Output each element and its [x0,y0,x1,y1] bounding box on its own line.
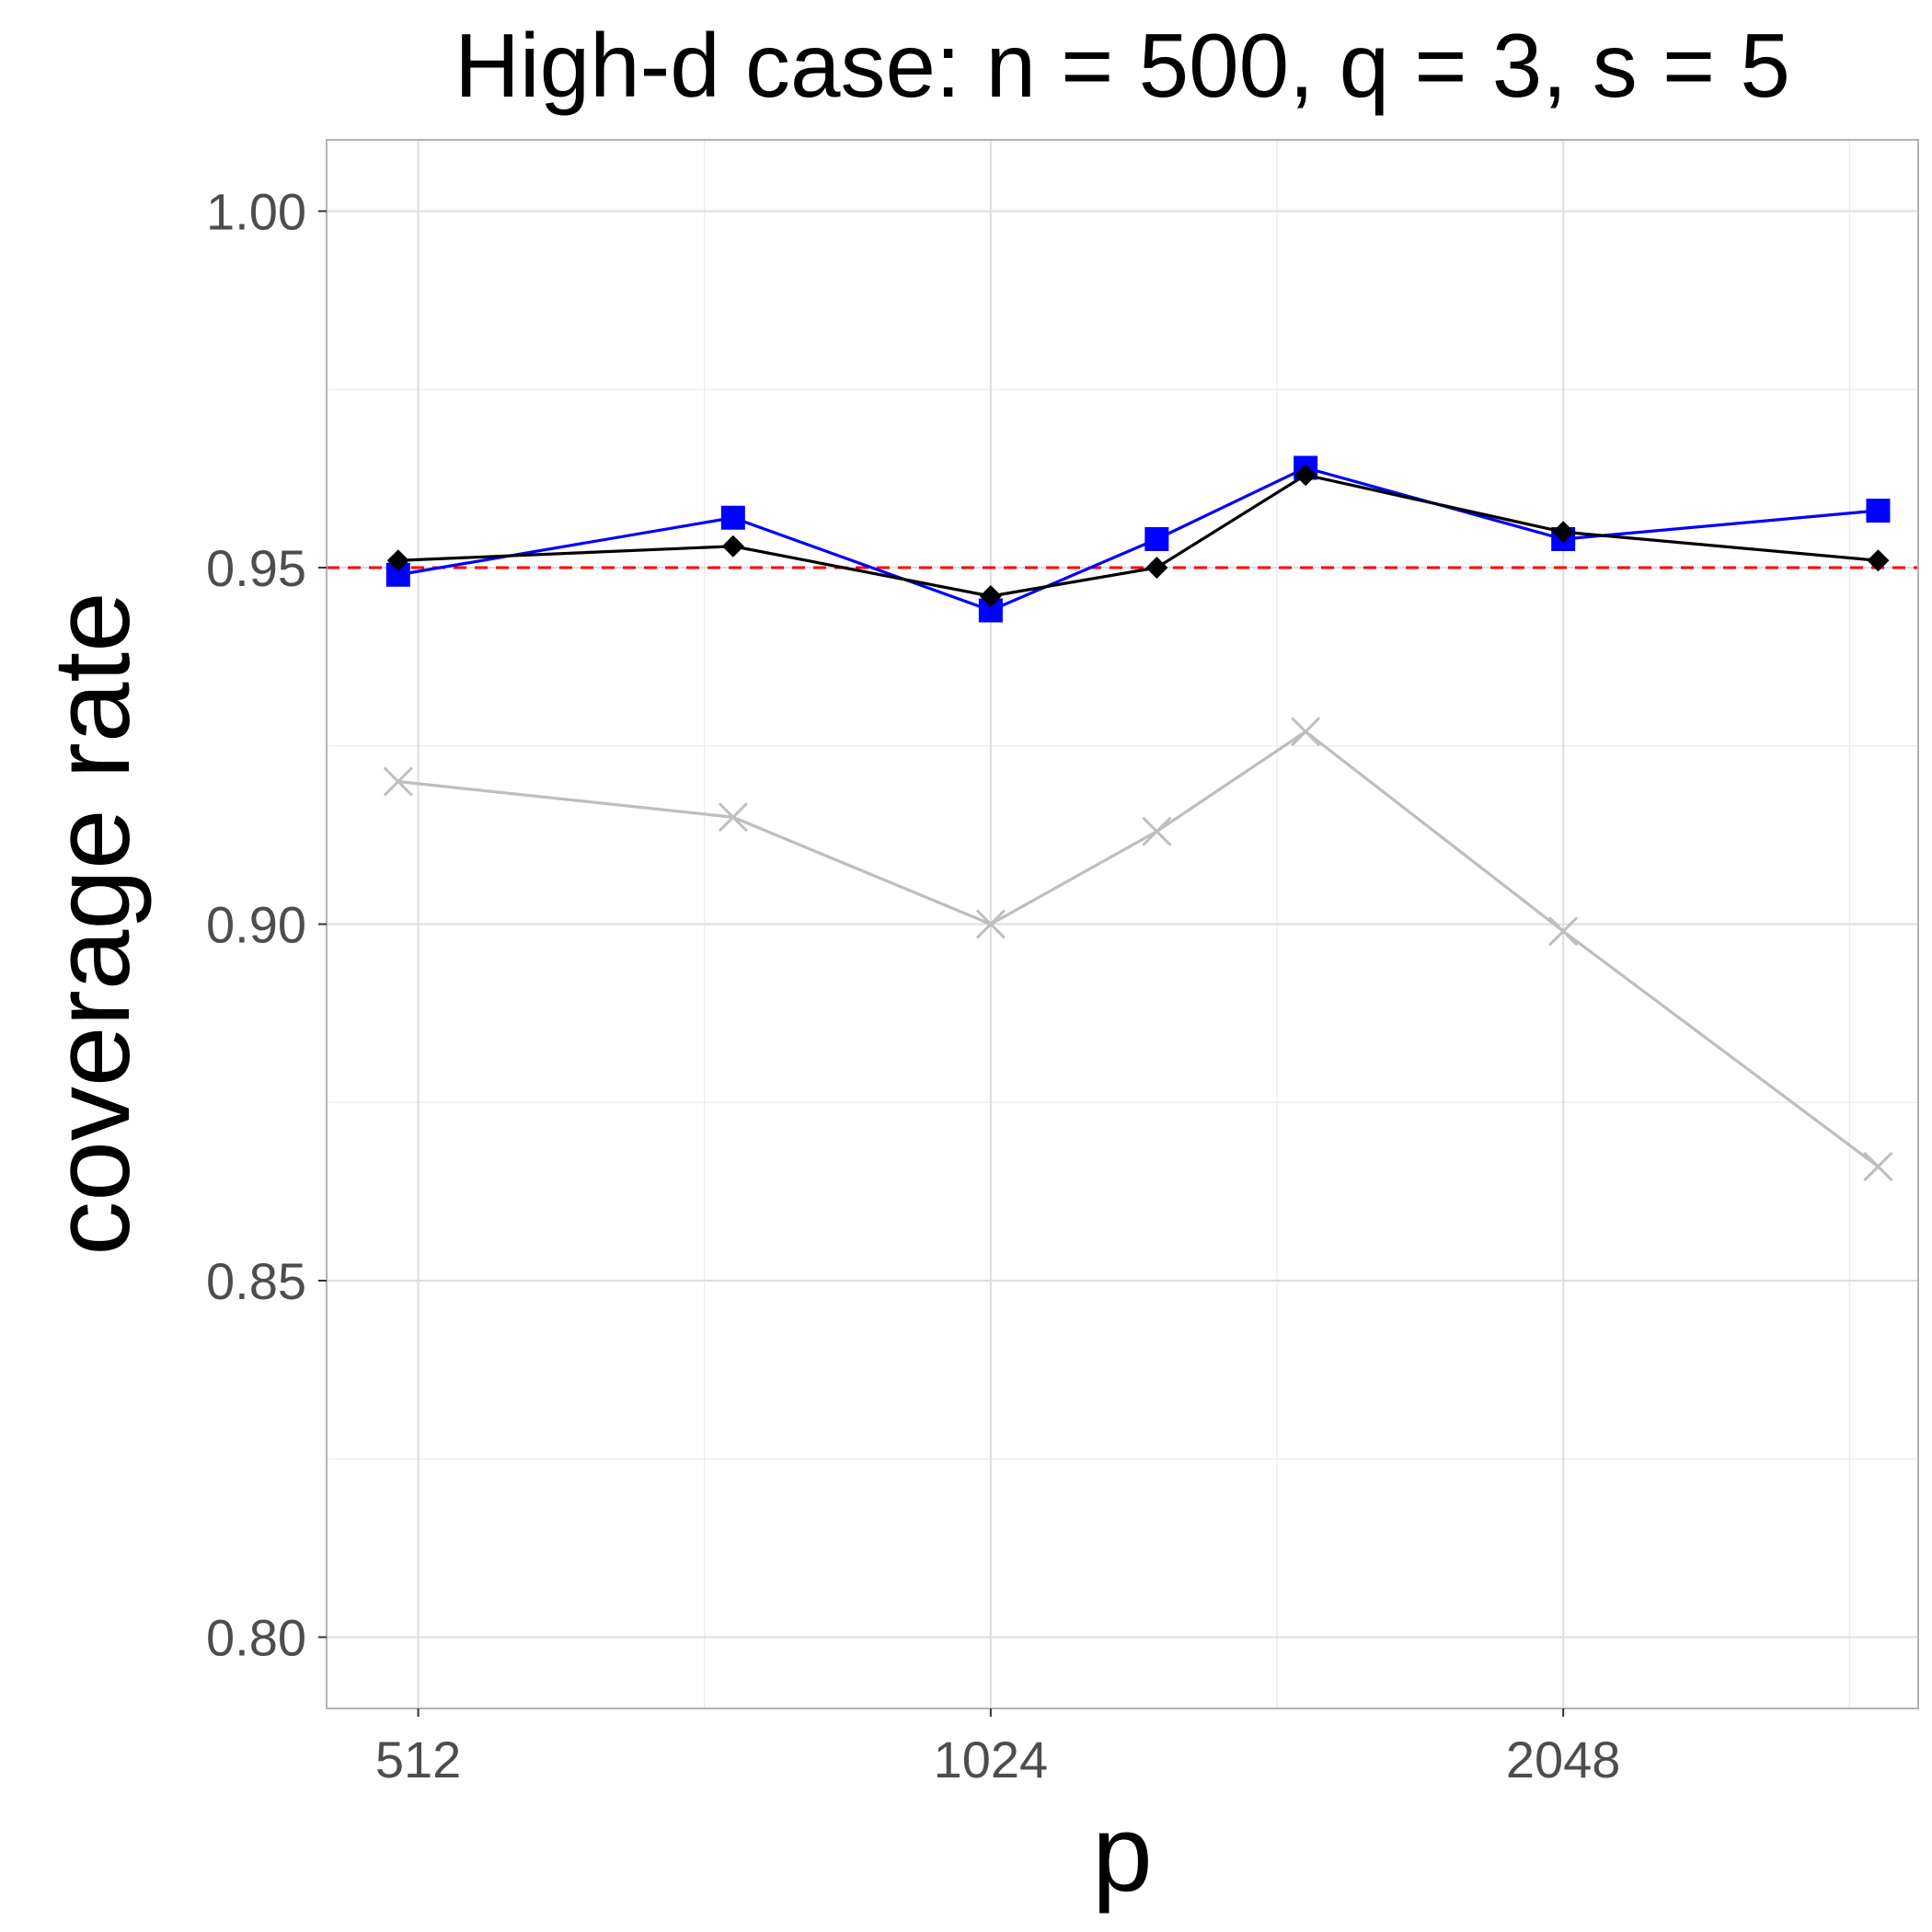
cross-point [1291,717,1321,747]
x-axis-title: p [1092,1793,1153,1915]
cross-point [1548,916,1579,947]
y-tick-label: 1.00 [206,183,306,241]
cross-point [383,766,413,797]
square-point [1144,527,1169,551]
plot-panel [326,139,1919,1709]
x-tick-label: 1024 [934,1731,1049,1788]
x-tick-label: 2048 [1506,1731,1621,1788]
y-tick-label: 0.90 [206,896,306,954]
diamond-point [1145,557,1168,579]
series-black-diamond [386,464,1890,607]
diamond-point [1867,549,1890,572]
cross-point [718,802,748,833]
chart-title: High-d case: n = 500, q = 3, s = 5 [454,15,1790,116]
x-tick-label: 512 [375,1731,461,1788]
series-gray-cross [383,717,1893,1182]
y-tick-label: 0.95 [206,539,306,597]
cross-point [1142,816,1172,846]
x-axis: 512 1024 2048 [375,1708,1621,1788]
y-tick-label: 0.85 [206,1252,306,1310]
cross-point [1863,1151,1893,1182]
diamond-point [1294,464,1317,487]
diamond-point [721,535,744,558]
y-axis: 0.80 0.85 0.90 0.95 1.00 [206,183,327,1667]
cross-point [975,909,1006,939]
y-tick-label: 0.80 [206,1609,306,1667]
square-point [1866,499,1891,523]
diamond-point [1552,521,1575,544]
diamond-point [386,549,409,572]
diamond-point [979,585,1002,607]
y-axis-title: coverage rate [31,592,153,1256]
series-layer [383,455,1893,1182]
square-point [720,505,745,530]
